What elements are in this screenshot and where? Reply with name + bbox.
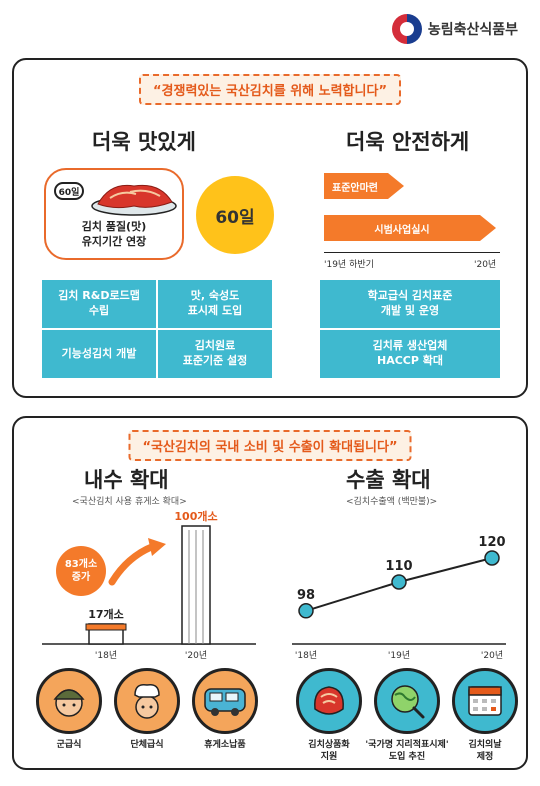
export-tick-label: '18년 bbox=[295, 650, 317, 661]
group-meal-label: 단체급식 bbox=[130, 740, 164, 750]
calendar-icon bbox=[468, 686, 502, 716]
tile-school-meal-line-2: 개발 및 운영 bbox=[380, 304, 440, 317]
geo-indication-label: '국가명 지리적표시제' 도입 추진 bbox=[354, 740, 460, 763]
tile-rnd-roadmap: 김치 R&D로드맵 수립 bbox=[42, 280, 156, 328]
export-value-label: 98 bbox=[297, 588, 315, 603]
geo-indication-label-line-1: '국가명 지리적표시제' bbox=[365, 740, 449, 750]
increase-word: 증가 bbox=[71, 572, 91, 583]
timeline-start: '19년 하반기 bbox=[324, 260, 374, 270]
bar-tick-label: '18년 bbox=[95, 650, 117, 661]
timeline-line bbox=[324, 252, 500, 253]
tile-ingredient-standard: 김치원료 표준기준 설정 bbox=[158, 330, 272, 378]
bar-value-label: 17개소 bbox=[88, 607, 124, 621]
bar-value-label: 100개소 bbox=[174, 509, 217, 523]
kimchi-icon bbox=[314, 686, 344, 715]
commercialization-label: 김치상품화 지원 bbox=[288, 740, 370, 763]
kimchi-caption-line-1: 김치 품질(맛) bbox=[81, 220, 147, 233]
arrow-pilot-project-label: 시범사업실시 bbox=[374, 224, 430, 236]
kimchi-day-label: 김치의날 제정 bbox=[444, 740, 526, 763]
tile-taste-label-line-1: 맛, 숙성도 bbox=[190, 289, 240, 303]
tastier-heading: 더욱 맛있게 bbox=[92, 130, 196, 154]
tile-haccp-line-2: HACCP 확대 bbox=[376, 354, 443, 367]
increase-arrow-icon bbox=[108, 538, 166, 586]
domestic-store-chart: 17개소 '18년 100개소 '20년 bbox=[42, 509, 256, 661]
military-meal-label: 군급식 bbox=[56, 740, 82, 750]
rest-area-label: 휴게소납품 bbox=[204, 740, 246, 750]
bar-tick-label: '20년 bbox=[185, 650, 207, 661]
export-value-label: 120 bbox=[478, 535, 505, 550]
rest-area-circle bbox=[192, 668, 258, 734]
top-slogan: “경쟁력있는 국산김치를 위해 노력합니다” bbox=[139, 74, 401, 105]
increase-count: 83개소 bbox=[64, 559, 98, 570]
tile-ingredient-standard-line-1: 김치원료 bbox=[194, 339, 236, 353]
geo-indication-label-line-2: 도입 추진 bbox=[388, 751, 426, 762]
safer-heading: 더욱 안전하게 bbox=[346, 130, 470, 154]
org-name: 농림축산식품부 bbox=[427, 22, 518, 38]
soldier-icon bbox=[53, 689, 85, 717]
timeline-end: '20년 bbox=[474, 260, 497, 270]
store-awning-icon bbox=[85, 623, 127, 631]
consumption-export-panel: “국산김치의 국내 소비 및 수출이 확대됩니다” 내수 확대 <국산김치 사용… bbox=[12, 416, 528, 770]
ministry-logo: 농림축산식품부 bbox=[391, 14, 518, 44]
arrow-pilot-project: 시범사업실시 bbox=[324, 215, 496, 241]
kimchi-plate-icon bbox=[91, 184, 177, 216]
kimchi-caption-line-2: 유지기간 연장 bbox=[81, 234, 147, 248]
commercialization-label-line-2: 지원 bbox=[320, 751, 338, 762]
commercialization-label-line-1: 김치상품화 bbox=[308, 740, 350, 750]
tile-functional-kimchi: 기능성김치 개발 bbox=[42, 330, 156, 378]
tile-rnd-roadmap-line-2: 수립 bbox=[88, 304, 110, 317]
sixty-days-circle: 60일 bbox=[196, 176, 274, 254]
kimchi-day-circle bbox=[452, 668, 518, 734]
export-point bbox=[484, 550, 500, 566]
bus-icon bbox=[204, 688, 246, 716]
globe-search-icon bbox=[391, 685, 425, 719]
domestic-heading: 내수 확대 bbox=[84, 468, 169, 492]
export-value-chart: 98 '18년 110 '19년 120 '20년 bbox=[292, 535, 506, 661]
export-heading: 수출 확대 bbox=[346, 468, 431, 492]
commercialization-circle bbox=[296, 668, 362, 734]
tile-functional-kimchi-label: 기능성김치 개발 bbox=[61, 346, 137, 360]
export-subtitle: <김치수출액 (백만불)> bbox=[346, 497, 438, 507]
tile-rnd-roadmap-line-1: 김치 R&D로드맵 bbox=[58, 289, 140, 303]
export-tick-label: '20년 bbox=[481, 650, 503, 661]
taegeuk-logo-icon bbox=[391, 14, 422, 44]
military-meal-circle bbox=[36, 668, 102, 734]
increase-badge: 83개소 증가 bbox=[56, 546, 106, 596]
chef-icon bbox=[134, 683, 160, 719]
tile-haccp-line-1: 김치류 생산업체 bbox=[372, 339, 448, 353]
tile-taste-label-line-2: 표시제 도입 bbox=[187, 304, 243, 317]
quality-safety-panel: “경쟁력있는 국산김치를 위해 노력합니다” 더욱 맛있게 더욱 안전하게 60… bbox=[12, 58, 528, 398]
kimchi-day-label-line-1: 김치의날 bbox=[468, 740, 502, 750]
tile-school-meal-standard: 학교급식 김치표준 개발 및 운영 bbox=[320, 280, 500, 328]
export-point bbox=[391, 574, 407, 590]
geo-indication-circle bbox=[374, 668, 440, 734]
export-tick-label: '19년 bbox=[388, 650, 410, 661]
arrow-standard-draft-label: 표준안마련 bbox=[332, 182, 378, 194]
domestic-subtitle: <국산김치 사용 휴게소 확대> bbox=[72, 497, 187, 507]
tile-taste-label: 맛, 숙성도 표시제 도입 bbox=[158, 280, 272, 328]
tile-school-meal-line-1: 학교급식 김치표준 bbox=[367, 289, 453, 303]
badge-60-days: 60일 bbox=[54, 182, 84, 200]
tile-haccp: 김치류 생산업체 HACCP 확대 bbox=[320, 330, 500, 378]
export-value-label: 110 bbox=[385, 559, 412, 574]
kimchi-day-label-line-2: 제정 bbox=[476, 751, 494, 762]
kimchi-quality-bubble: 60일 김치 품질(맛) 유지기간 연장 bbox=[44, 168, 184, 260]
group-meal-circle bbox=[114, 668, 180, 734]
tile-ingredient-standard-line-2: 표준기준 설정 bbox=[182, 354, 248, 367]
export-point bbox=[298, 603, 314, 619]
arrow-standard-draft: 표준안마련 bbox=[324, 173, 404, 199]
bottom-slogan: “국산김치의 국내 소비 및 수출이 확대됩니다” bbox=[128, 430, 412, 461]
